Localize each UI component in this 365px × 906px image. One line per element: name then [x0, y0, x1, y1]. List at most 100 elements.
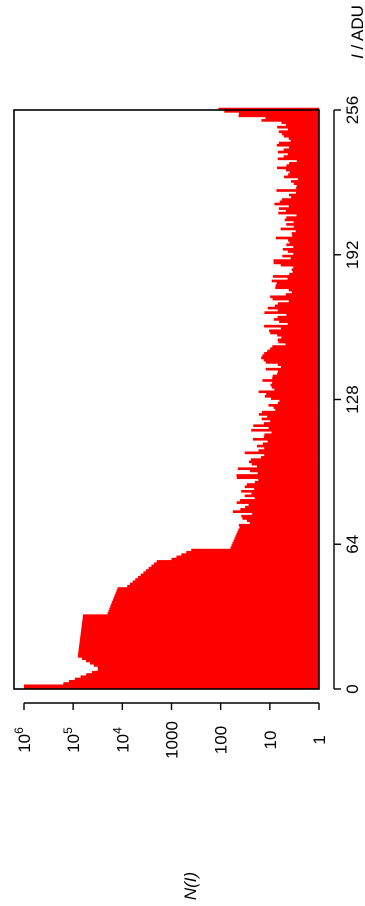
histogram-bar	[238, 112, 319, 115]
histogram-bar	[268, 404, 319, 407]
histogram-bar	[270, 419, 319, 423]
histogram-bar	[276, 189, 319, 192]
histogram-bar	[281, 198, 319, 201]
histogram-bar	[275, 284, 319, 287]
histogram-bar	[288, 204, 319, 208]
y-axis: 106 105 104 1000 100 10 1	[12, 702, 329, 759]
histogram-bar	[270, 331, 319, 335]
histogram-bar	[283, 148, 319, 152]
histogram-bar	[289, 241, 319, 244]
histogram-bar	[108, 609, 320, 613]
histogram-bar	[140, 573, 319, 577]
histogram-bar	[93, 664, 319, 667]
histogram-bar	[262, 354, 319, 357]
x-axis: 0 64 128 192 256	[333, 96, 362, 694]
histogram-bar	[80, 630, 319, 633]
histogram-bar	[288, 193, 319, 197]
histogram-bar	[286, 243, 319, 247]
histogram-bar	[261, 356, 319, 360]
histogram-bar	[269, 347, 319, 351]
histogram-bar	[275, 408, 319, 412]
histogram-bar	[80, 632, 319, 636]
histogram-bar	[251, 462, 319, 466]
histogram-bar	[244, 485, 319, 489]
y-tick-label: 1000	[163, 721, 182, 759]
histogram-bar	[275, 286, 319, 290]
histogram-bar	[280, 365, 319, 369]
histogram-bar	[236, 476, 319, 480]
histogram-bar	[63, 682, 320, 685]
histogram-bar	[236, 501, 319, 504]
histogram-bar	[79, 639, 319, 642]
histogram-bar	[107, 612, 319, 615]
histogram-bar	[270, 295, 319, 299]
histogram-bar	[296, 186, 319, 190]
histogram-bar	[277, 315, 319, 319]
histogram-bar	[114, 594, 319, 597]
histogram-bar	[127, 584, 319, 588]
histogram-bar	[78, 650, 319, 654]
plot-frame	[13, 109, 320, 690]
histogram-bar	[270, 397, 319, 400]
histogram-bar	[277, 125, 319, 129]
histogram-bar	[240, 508, 319, 511]
histogram-bar	[268, 426, 319, 430]
histogram-bar	[236, 474, 319, 477]
histogram-bar	[244, 451, 319, 455]
histogram-bar	[267, 306, 319, 310]
histogram-bar	[287, 322, 319, 326]
histogram-bar	[261, 417, 319, 421]
histogram-bar	[291, 268, 319, 271]
histogram-bar	[284, 175, 319, 179]
x-tick-label: 256	[343, 96, 362, 124]
histogram-bar	[97, 666, 319, 670]
histogram-bar	[267, 415, 319, 418]
histogram-bar	[69, 679, 319, 683]
histogram-bar	[293, 225, 319, 229]
histogram-bar	[110, 605, 319, 608]
histogram-bar	[269, 329, 319, 333]
histogram-bar	[186, 551, 319, 554]
x-tick-label: 0	[343, 684, 362, 693]
histogram-bar	[274, 388, 319, 391]
histogram-bar	[251, 492, 319, 495]
histogram-bar	[230, 546, 319, 550]
histogram-bar	[262, 379, 319, 382]
histogram-bar	[156, 560, 319, 563]
y-tick-label: 100	[212, 726, 231, 754]
histogram-bar	[287, 152, 319, 156]
histogram-bar	[263, 422, 319, 425]
histogram-bar	[82, 621, 319, 624]
histogram-bar	[80, 675, 320, 679]
histogram-bar	[252, 512, 319, 516]
histogram-bar	[271, 431, 319, 434]
histogram-bar	[240, 499, 319, 502]
histogram-bar	[236, 532, 319, 536]
histogram-bar	[273, 318, 319, 321]
histogram-bar	[283, 155, 319, 158]
histogram-bar	[264, 446, 319, 450]
x-tick-label: 192	[343, 241, 362, 269]
histogram-bar	[277, 309, 319, 312]
histogram-bar	[278, 207, 319, 210]
histogram-bar	[78, 648, 319, 651]
histogram-bar	[111, 603, 319, 606]
histogram-bar	[291, 232, 319, 235]
histogram-bar	[112, 598, 320, 602]
histogram-bar	[258, 390, 319, 394]
histogram-bar	[264, 324, 319, 328]
histogram-bar	[129, 582, 319, 586]
histogram-bar	[132, 580, 319, 584]
histogram-bar	[79, 641, 319, 645]
histogram-bar	[92, 670, 319, 674]
histogram-bar	[245, 505, 319, 509]
histogram-bar	[285, 168, 319, 172]
histogram-bar	[249, 521, 319, 525]
histogram-bar	[234, 537, 319, 541]
histogram-bar	[288, 173, 319, 176]
histogram-bar	[79, 643, 319, 647]
histogram-bar	[286, 164, 319, 167]
histogram-bar	[241, 514, 319, 518]
histogram-bar	[89, 661, 319, 665]
histogram-bar	[83, 614, 319, 618]
